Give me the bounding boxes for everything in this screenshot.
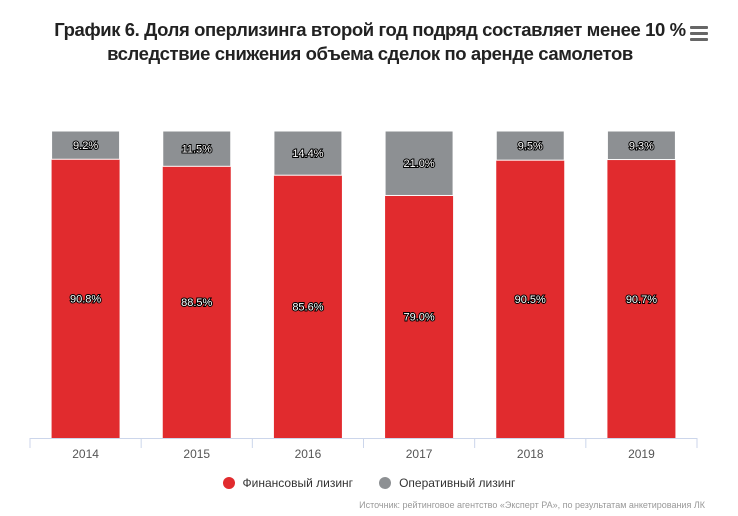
x-tick-label: 2018: [517, 447, 544, 461]
bar-financial-2016: [273, 175, 342, 438]
legend: Финансовый лизинг Оперативный лизинг: [0, 476, 738, 490]
x-tick-label: 2019: [628, 447, 655, 461]
chart-title: График 6. Доля оперлизинга второй год по…: [54, 19, 686, 64]
bar-operating-2018: [495, 130, 565, 161]
bar-operating-2016: [273, 130, 343, 176]
bar-financial-2015: [162, 166, 231, 438]
bar-operating-2015: [162, 130, 232, 167]
x-tick-label: 2016: [295, 447, 322, 461]
x-tick-label: 2015: [183, 447, 210, 461]
legend-dot-icon: [379, 477, 392, 489]
data-label: 9.2%: [73, 140, 98, 152]
legend-item-financial[interactable]: Финансовый лизинг: [222, 476, 354, 490]
data-label: 79.0%: [403, 312, 434, 324]
data-label: 14.4%: [292, 148, 323, 160]
bar-financial-2018: [496, 160, 565, 439]
legend-item-operating[interactable]: Оперативный лизинг: [379, 476, 515, 490]
data-label: 90.8%: [70, 294, 101, 306]
data-label: 21.0%: [403, 158, 434, 170]
menu-icon[interactable]: [690, 26, 708, 44]
data-label: 11.5%: [182, 144, 213, 156]
bar-operating-2014: [51, 130, 121, 160]
data-label: 9.5%: [518, 141, 543, 153]
data-label: 88.5%: [181, 297, 212, 309]
data-label: 90.7%: [626, 294, 657, 306]
bar-operating-2017: [384, 130, 454, 196]
legend-dot-icon: [222, 477, 235, 489]
source-note: Источник: рейтинговое агентство «Эксперт…: [359, 500, 705, 510]
legend-label: Финансовый лизинг: [242, 476, 354, 490]
bar-financial-2019: [607, 159, 676, 438]
bar-operating-2019: [606, 130, 676, 161]
x-tick-label: 2014: [72, 447, 99, 461]
bar-financial-2014: [51, 159, 120, 438]
chart-plot: 90.8% 9.2% 2014 88.5% 11.5% 2015 85.6% 14.4% 201…: [29, 130, 698, 461]
x-tick-label: 2017: [406, 447, 433, 461]
data-label: 9.3%: [629, 140, 654, 152]
data-label: 85.6%: [292, 302, 323, 314]
legend-label: Оперативный лизинг: [399, 476, 516, 490]
data-label: 90.5%: [515, 294, 546, 306]
bar-financial-2017: [385, 195, 454, 438]
